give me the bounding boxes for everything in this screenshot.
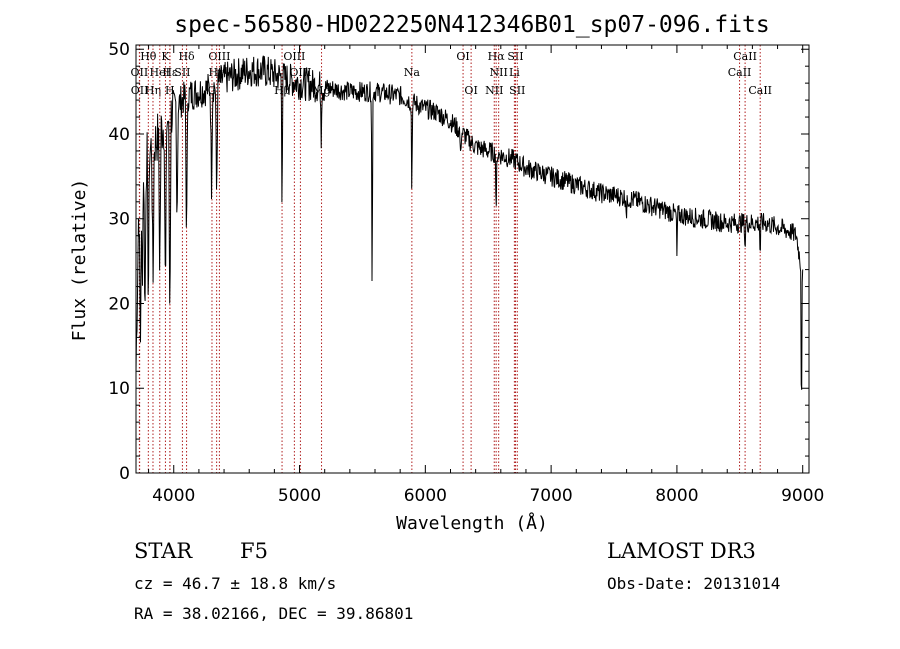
y-tick-label: 40 [108,125,130,145]
y-tick-label: 20 [108,294,130,314]
spectral-line-label: CaII [748,84,772,97]
redshift-cz: cz = 46.7 ± 18.8 km/s [134,574,337,593]
spectral-line-label: OIII [283,50,305,63]
obs-date: Obs-Date: 20131014 [607,574,781,593]
spectral-line-label: NII [490,66,508,79]
spectral-line-label: Hδ [178,50,195,63]
spectral-line-label: Na [404,66,421,79]
subclass: F5 [240,539,268,563]
y-tick-label: 50 [108,40,130,60]
spectral-line-label: Hθ [140,50,157,63]
spectrum-line [135,55,804,390]
spectral-line-label: OI [456,50,469,63]
spectral-line-label: OI [464,84,477,97]
spectral-line-label: Hε [162,66,178,79]
x-tick-label: 6000 [404,486,447,506]
spectral-line-label: Hα [488,50,506,63]
spectral-line-label: OII [131,66,149,79]
spectral-line-label: SII [509,84,525,97]
y-tick-label: 30 [108,210,130,230]
x-tick-label: 4000 [152,486,195,506]
spectral-line-label: SII [174,66,190,79]
spectral-line-label: CaII [728,66,752,79]
y-tick-label: 0 [119,464,130,484]
y-axis-label: Flux (relative) [69,179,90,342]
x-axis-label: Wavelength (Å) [396,512,548,534]
spectral-line-label: OII [131,84,149,97]
x-tick-label: 8000 [655,486,698,506]
line-marker-layer: HθOIIOIIHηHeIKHHεHδSIIOIIIHγGOIIIOIIIHβM… [131,45,772,473]
y-tick-label: 10 [108,379,130,399]
x-tick-label: 9000 [781,486,824,506]
spectral-line-label: OIII [208,50,230,63]
spectral-line-label: SII [507,50,523,63]
spectral-line-label: CaII [733,50,757,63]
ra-dec: RA = 38.02166, DEC = 39.86801 [134,604,414,623]
spectral-line-label: K [161,50,170,63]
spectral-line-label: Li [509,66,520,79]
plot-frame [135,44,810,474]
spectral-line-label: HeI [150,66,170,79]
object-type: STAR [134,539,193,563]
x-tick-label: 5000 [278,486,321,506]
spectrum-layer [135,55,804,390]
spectral-line-label: G [208,84,217,97]
chart-title: spec-56580-HD022250N412346B01_sp07-096.f… [174,12,769,38]
spectral-line-label: NII [485,84,503,97]
x-tick-label: 7000 [529,486,572,506]
survey-name: LAMOST DR3 [607,539,756,563]
spectral-line-label: Hη [145,84,161,97]
axes-layer: 4000 5000 6000 7000 8000 9000 0 10 20 30 40 50 [108,40,824,506]
